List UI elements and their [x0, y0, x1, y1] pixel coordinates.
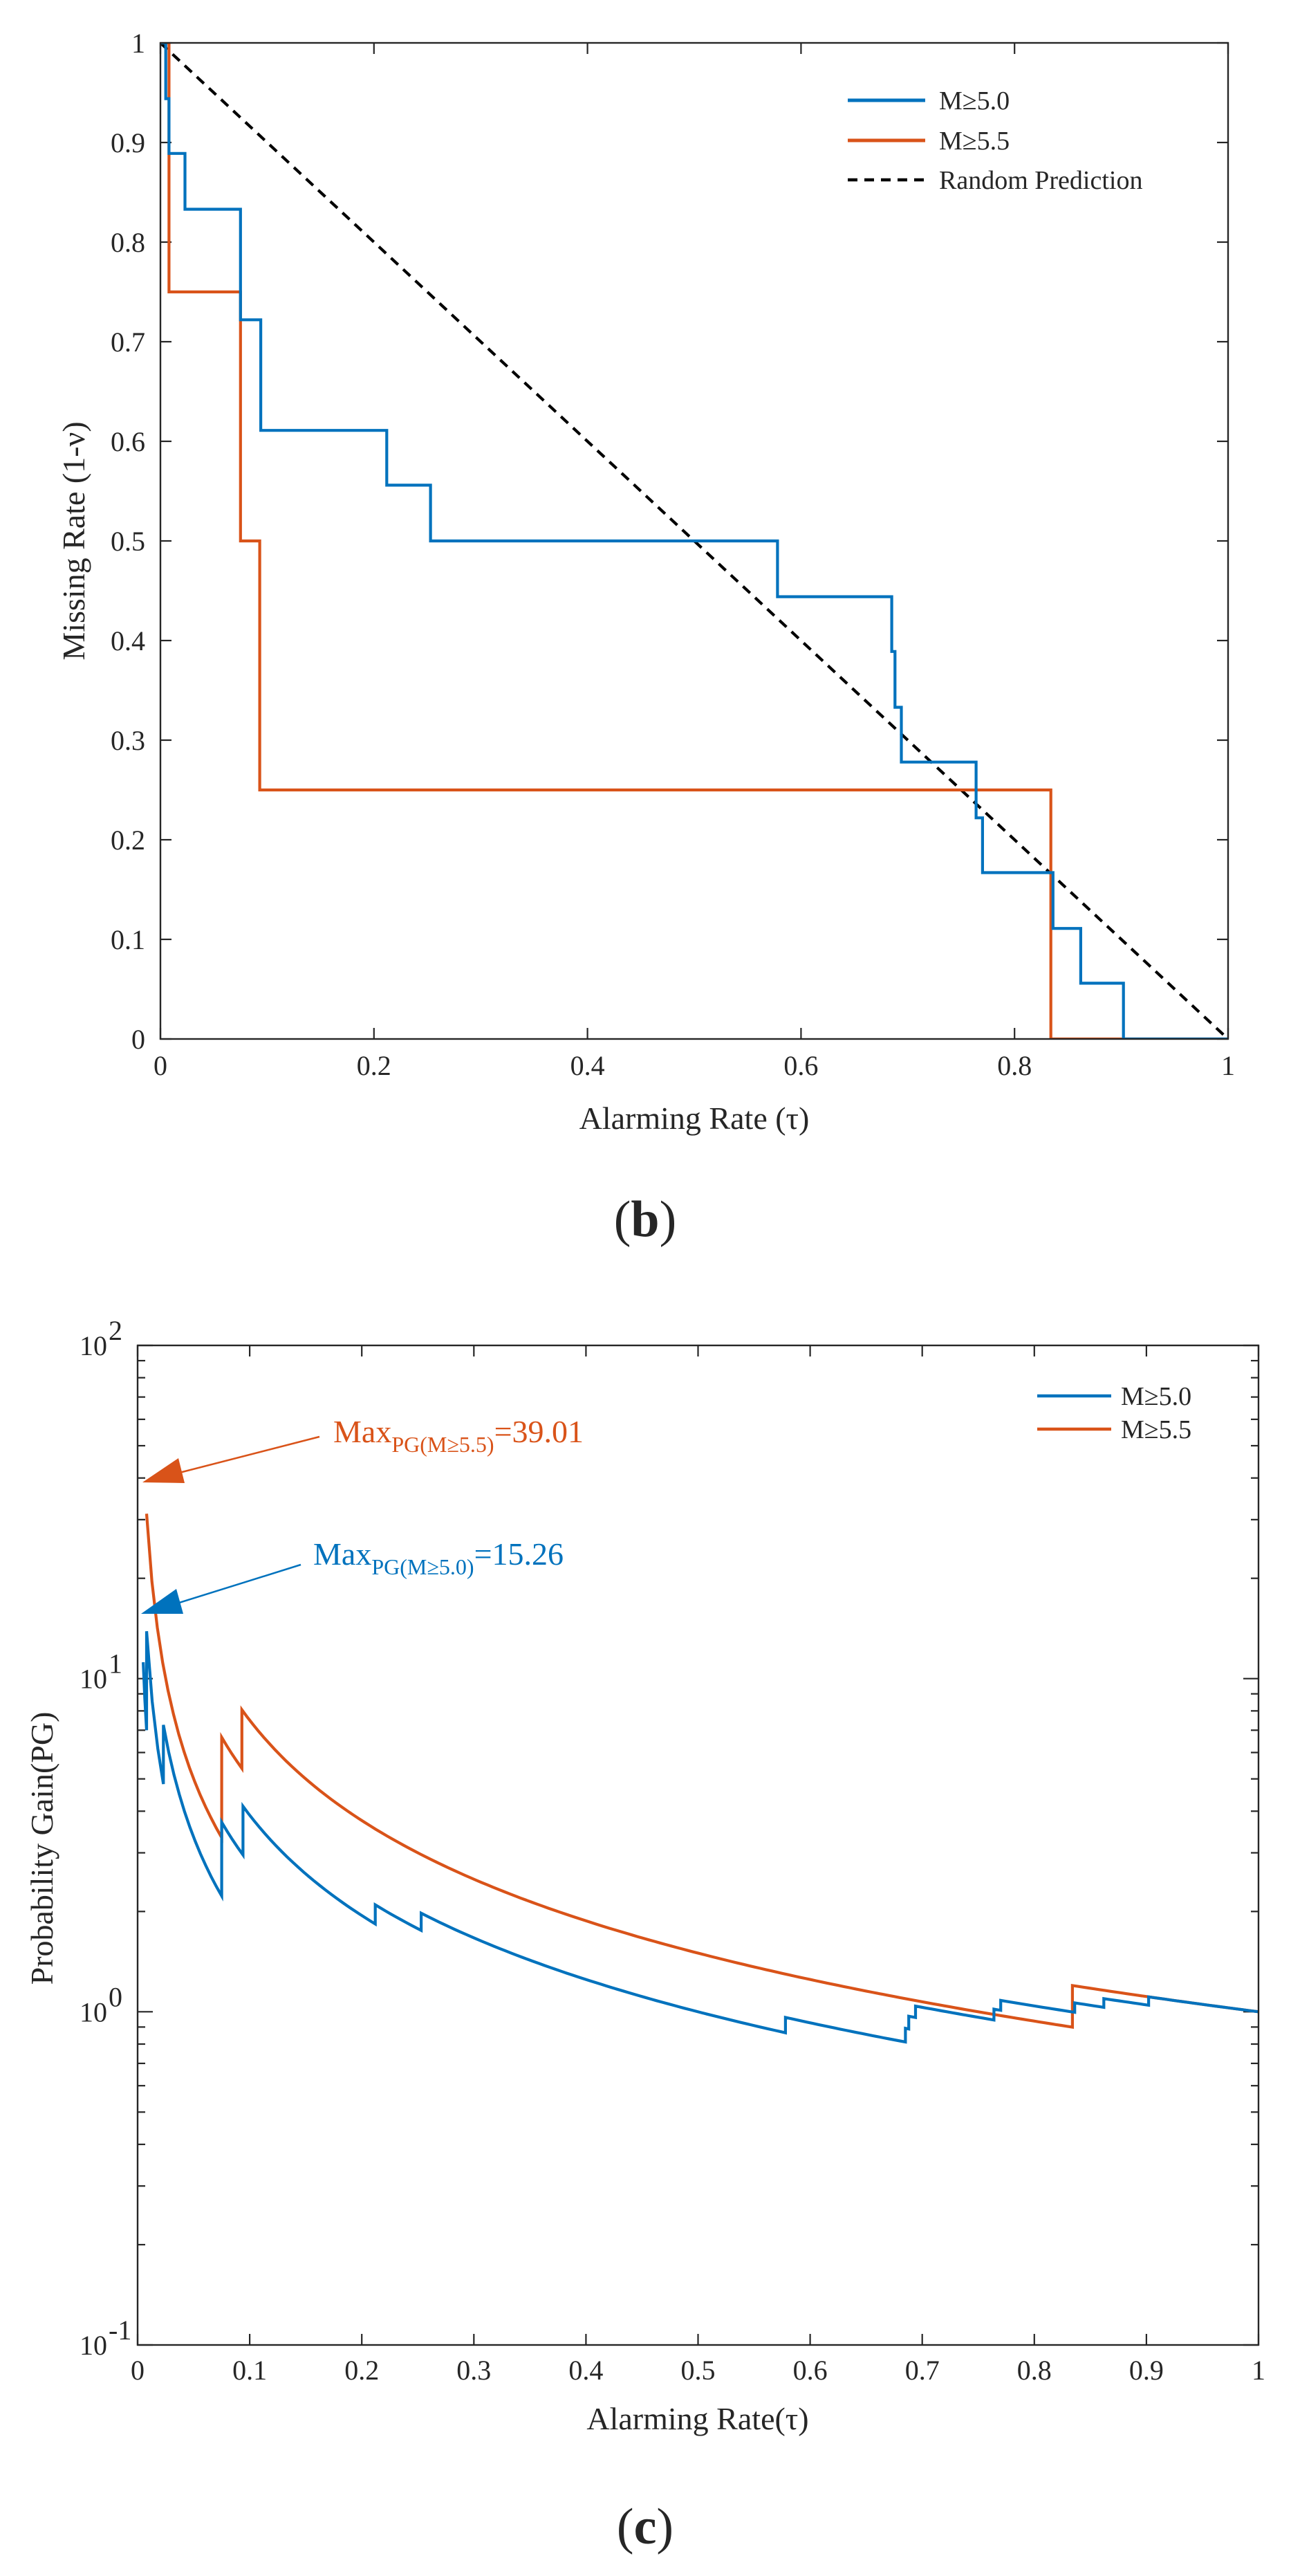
x-tick-label: 0.4 — [568, 2355, 603, 2386]
y-tick-label: 10 — [80, 1664, 107, 1695]
chart-b-plot-frame — [159, 42, 1229, 1040]
legend-label-m55: M≥5.5 — [1121, 1415, 1191, 1444]
x-tick-label: 0.8 — [997, 1050, 1032, 1081]
panel-letter-b: (b) — [614, 1191, 676, 1248]
y-tick-label: 0.7 — [111, 326, 145, 358]
x-tick-label: 0.4 — [570, 1050, 605, 1081]
annotation-arrow-m55 — [165, 1435, 320, 1478]
annotation-max-pg-m50: MaxPG(M≥5.0)=15.26 — [313, 1536, 564, 1579]
chart-c-ticks: 0 0.1 0.2 0.3 0.4 0.5 0.6 0.7 0.8 0.9 110 -110 010 11… — [80, 1315, 1265, 2386]
x-tick-label: 0.3 — [456, 2355, 491, 2386]
panel-letter-c: (c) — [617, 2499, 674, 2555]
series-line-M≥5.5 — [145, 1514, 1259, 2029]
x-tick-label: 0 — [154, 1050, 167, 1081]
x-tick-label: 0.6 — [793, 2355, 828, 2386]
x-tick-label: 1 — [1252, 2355, 1265, 2386]
x-tick-label: 0.8 — [1017, 2355, 1052, 2386]
y-tick-label: 0.1 — [111, 924, 145, 955]
x-tick-label: 0.2 — [344, 2355, 379, 2386]
chart-b-ylabel: Missing Rate (1-ν) — [56, 421, 91, 660]
annotation-arrowhead-m55 — [142, 1458, 185, 1483]
x-tick-label: 1 — [1221, 1050, 1235, 1081]
legend-label-m55: M≥5.5 — [939, 127, 1010, 156]
legend-label-m50: M≥5.0 — [1121, 1382, 1191, 1411]
chart-b-xlabel: Alarming Rate (τ) — [579, 1101, 810, 1136]
y-tick-exponent: -1 — [109, 2315, 131, 2346]
chart-b-legend: M≥5.0 M≥5.5 Random Prediction — [848, 86, 1142, 195]
y-tick-exponent: 2 — [109, 1315, 122, 1346]
chart-c-ylabel: Probability Gain(PG) — [24, 1712, 59, 1985]
chart-c-xlabel: Alarming Rate(τ) — [586, 2401, 808, 2436]
y-tick-label: 10 — [80, 2330, 107, 2361]
x-tick-label: 0 — [131, 2355, 145, 2386]
probability-gain-chart: 0 0.1 0.2 0.3 0.4 0.5 0.6 0.7 0.8 0.9 110 -110 010 11… — [24, 1315, 1265, 2555]
y-tick-label: 0.9 — [111, 127, 145, 158]
x-tick-label: 0.6 — [783, 1050, 818, 1081]
x-tick-label: 0.5 — [681, 2355, 716, 2386]
y-tick-label: 0.4 — [111, 625, 145, 656]
x-tick-label: 0.7 — [905, 2355, 940, 2386]
y-tick-label: 0.3 — [111, 725, 145, 756]
chart-c-legend: M≥5.0 M≥5.5 — [1037, 1382, 1191, 1444]
chart-b-ticks: 0 0.2 0.4 0.6 0.8 1 0 0.1 0.2 0.3 0.4 0.5 0.6 0.7 0.8 0… — [111, 28, 1235, 1081]
y-tick-label: 1 — [131, 28, 145, 59]
series-line-M≥5.0 — [160, 43, 1228, 1039]
annotation-max-pg-m55: MaxPG(M≥5.5)=39.01 — [333, 1414, 584, 1457]
chart-c-plot-frame — [136, 1344, 1260, 2346]
y-tick-label: 0.2 — [111, 825, 145, 856]
y-tick-exponent: 1 — [109, 1648, 122, 1680]
chart-b-series — [160, 43, 1228, 1039]
y-tick-exponent: 0 — [109, 1981, 122, 2012]
y-tick-label: 10 — [80, 1330, 107, 1361]
legend-label-random: Random Prediction — [939, 166, 1142, 195]
annotation-arrowhead-m50 — [141, 1589, 183, 1614]
annotation-arrow-m50 — [165, 1563, 301, 1608]
y-tick-label: 0.6 — [111, 426, 145, 457]
x-tick-label: 0.9 — [1129, 2355, 1164, 2386]
series-line-M≥5.0 — [142, 1631, 1259, 2044]
legend-label-m50: M≥5.0 — [939, 86, 1010, 116]
y-tick-label: 0.8 — [111, 227, 145, 258]
x-tick-label: 0.2 — [357, 1050, 391, 1081]
x-tick-label: 0.1 — [232, 2355, 267, 2386]
chart-c-annotations: MaxPG(M≥5.5)=39.01 MaxPG(M≥5.0)=15.26 — [141, 1414, 584, 1614]
chart-c-series — [142, 1514, 1259, 2044]
missing-rate-chart: 0 0.2 0.4 0.6 0.8 1 0 0.1 0.2 0.3 0.4 0.5 0.6 0.7 0.8 0… — [56, 28, 1235, 1248]
y-tick-label: 0 — [131, 1024, 145, 1055]
series-line-M≥5.5 — [160, 43, 1228, 1039]
y-tick-label: 10 — [80, 1996, 107, 2027]
y-tick-label: 0.5 — [111, 526, 145, 557]
